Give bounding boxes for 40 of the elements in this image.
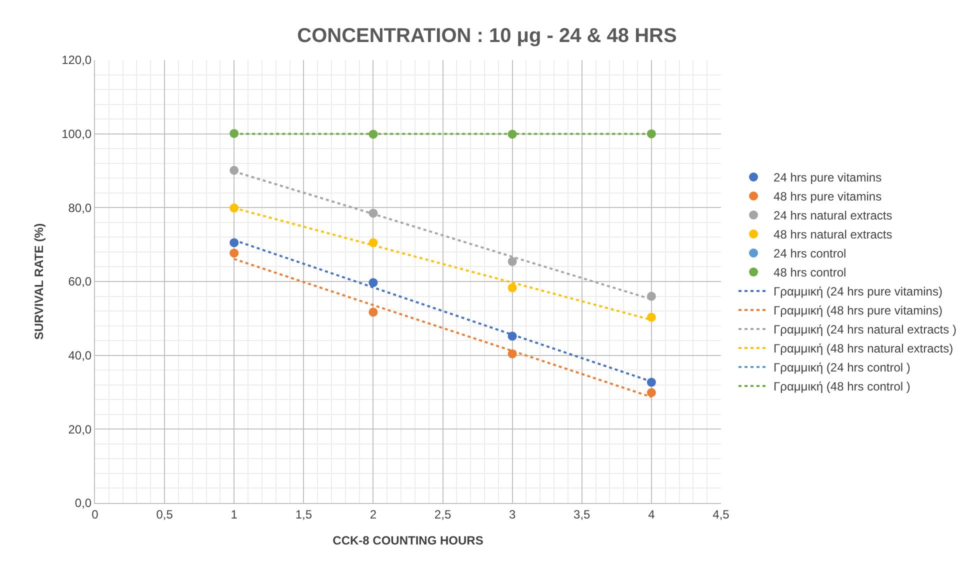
x-tick-label: 4 (648, 507, 656, 522)
x-tick-label: 0 (92, 507, 99, 522)
point (646, 388, 656, 398)
legend-label: Γραμμική (24 hrs control ) (774, 360, 910, 375)
x-tick-label: 1,5 (295, 507, 312, 522)
point (368, 308, 378, 317)
point (646, 312, 656, 322)
point (368, 278, 378, 288)
y-tick-label: 20,0 (68, 422, 92, 436)
x-tick-label: 1 (230, 507, 238, 522)
x-tick-label: 2,5 (434, 507, 452, 522)
y-tick-label: 80,0 (68, 200, 92, 215)
y-tick-label: 100,0 (62, 127, 92, 142)
legend-label: 48 hrs pure vitamins (774, 190, 882, 204)
legend-label: Γραμμική (48 hrs pure vitamins) (774, 304, 942, 318)
x-tick-label: 3 (508, 507, 516, 522)
legend-label: Γραμμική (48 hrs control ) (774, 380, 910, 394)
x-tick-label: 3,5 (574, 507, 591, 522)
x-axis-title: CCK-8 COUNTING HOURS (332, 533, 484, 548)
y-tick-label: 60,0 (68, 274, 92, 289)
y-tick-label: 120,0 (62, 53, 92, 68)
chart-title: CONCENTRATION : 10 μg - 24 & 48 HRS (297, 25, 677, 48)
y-tick-label: 0,0 (74, 496, 92, 510)
legend-label: Γραμμική (24 hrs natural extracts ) (774, 322, 956, 337)
y-axis-title: SURVIVAL RATE (%) (32, 223, 46, 340)
legend-label: 48 hrs natural extracts (774, 228, 892, 242)
legend-label: 24 hrs pure vitamins (774, 170, 882, 185)
point (508, 257, 517, 266)
point (230, 248, 239, 258)
legend-label: Γραμμική (24 hrs pure vitamins) (774, 284, 942, 299)
x-tick-label: 0,5 (156, 507, 174, 522)
point (508, 283, 517, 292)
legend-label: 24 hrs control (774, 246, 846, 261)
x-tick-label: 4,5 (712, 507, 730, 522)
y-tick-label: 40,0 (68, 348, 92, 363)
x-tick-label: 2 (370, 507, 377, 522)
legend-label: Γραμμική (48 hrs natural extracts) (774, 342, 954, 356)
legend-label: 24 hrs natural extracts (774, 208, 892, 223)
legend-label: 48 hrs control (774, 266, 846, 280)
point (230, 166, 239, 175)
